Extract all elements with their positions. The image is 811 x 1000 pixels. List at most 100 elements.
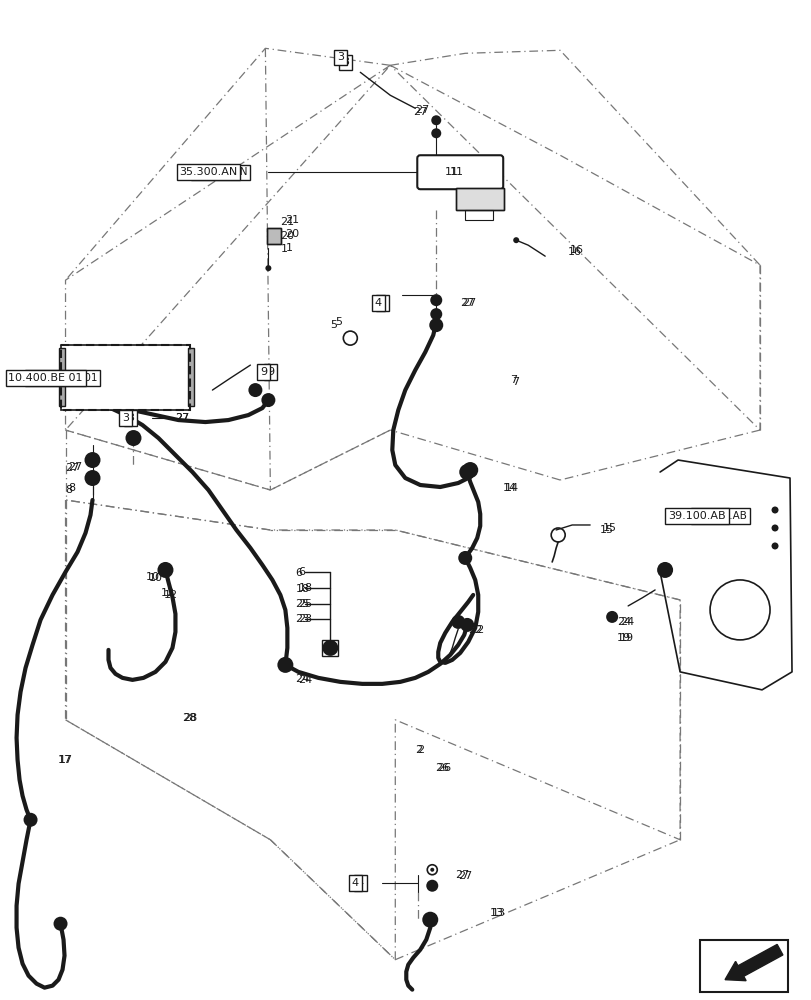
Bar <box>699 940 787 992</box>
Text: 27: 27 <box>457 871 472 881</box>
Circle shape <box>248 383 262 397</box>
Circle shape <box>770 506 778 513</box>
FancyBboxPatch shape <box>417 155 503 189</box>
Text: 16: 16 <box>568 247 581 257</box>
Text: 35.300.AN: 35.300.AN <box>193 167 247 177</box>
Text: 5: 5 <box>335 317 342 327</box>
Text: 35.300.AN: 35.300.AN <box>179 167 238 177</box>
Text: 10.400.BE 01: 10.400.BE 01 <box>28 373 97 383</box>
Circle shape <box>422 912 438 928</box>
Circle shape <box>457 551 472 565</box>
Text: 4: 4 <box>351 878 358 888</box>
Circle shape <box>24 813 37 827</box>
Text: 27: 27 <box>414 105 429 115</box>
Circle shape <box>431 128 440 138</box>
Circle shape <box>656 562 672 578</box>
Text: 12: 12 <box>161 588 174 598</box>
Text: 15: 15 <box>603 523 616 533</box>
Text: 25: 25 <box>295 599 309 609</box>
Text: 8: 8 <box>68 483 75 493</box>
Text: 10.400.BE 01: 10.400.BE 01 <box>8 373 83 383</box>
Text: 16: 16 <box>569 245 583 255</box>
Text: 17: 17 <box>58 755 72 765</box>
Text: 3: 3 <box>337 52 343 62</box>
Text: 27: 27 <box>175 413 190 423</box>
Text: 23: 23 <box>295 614 309 624</box>
Text: 20: 20 <box>285 229 299 239</box>
Text: 2: 2 <box>414 745 422 755</box>
Text: 2: 2 <box>417 745 424 755</box>
Text: 28: 28 <box>182 713 196 723</box>
Bar <box>267 228 281 244</box>
Circle shape <box>322 640 338 656</box>
Text: 24: 24 <box>298 675 312 685</box>
Text: 11: 11 <box>444 167 459 177</box>
Circle shape <box>460 618 474 632</box>
Circle shape <box>261 393 275 407</box>
Circle shape <box>770 524 778 531</box>
Text: 24: 24 <box>616 617 631 627</box>
Text: 4: 4 <box>375 298 381 308</box>
Text: 8: 8 <box>66 485 72 495</box>
Text: 7: 7 <box>509 375 517 385</box>
Text: 27: 27 <box>413 107 427 117</box>
FancyArrow shape <box>724 944 782 981</box>
Circle shape <box>459 464 474 480</box>
Text: 10: 10 <box>145 572 159 582</box>
Text: 17: 17 <box>58 755 71 765</box>
Text: 24: 24 <box>295 674 309 684</box>
Circle shape <box>513 237 518 243</box>
Text: 21: 21 <box>285 215 299 225</box>
Text: 27: 27 <box>68 462 83 472</box>
Text: 26: 26 <box>435 763 448 773</box>
Text: 13: 13 <box>491 908 505 918</box>
Text: 19: 19 <box>616 633 630 643</box>
Text: 10: 10 <box>148 573 162 583</box>
Text: 22: 22 <box>470 625 484 635</box>
Text: 24: 24 <box>620 617 633 627</box>
Text: 9: 9 <box>260 367 267 377</box>
Circle shape <box>770 542 778 549</box>
Text: 25: 25 <box>298 599 312 609</box>
Text: 4: 4 <box>356 878 363 888</box>
Circle shape <box>84 452 101 468</box>
Text: 27: 27 <box>460 298 474 308</box>
Circle shape <box>126 430 141 446</box>
Text: 3: 3 <box>127 413 134 423</box>
Circle shape <box>431 115 440 125</box>
Text: 39.100.AB: 39.100.AB <box>667 511 725 521</box>
Text: 15: 15 <box>599 525 613 535</box>
Circle shape <box>605 611 617 623</box>
Text: 27: 27 <box>461 298 476 308</box>
Text: 5: 5 <box>330 320 337 330</box>
Text: 4: 4 <box>378 298 385 308</box>
Bar <box>61 345 191 410</box>
Text: 14: 14 <box>503 483 517 493</box>
Text: 18: 18 <box>295 584 309 594</box>
Circle shape <box>461 462 478 478</box>
Bar <box>456 188 504 210</box>
Text: 3: 3 <box>341 57 349 67</box>
Bar <box>322 640 338 656</box>
Text: 28: 28 <box>183 713 197 723</box>
Circle shape <box>54 917 67 931</box>
Circle shape <box>157 562 174 578</box>
Text: 11: 11 <box>450 167 464 177</box>
Text: 3: 3 <box>122 413 129 423</box>
Text: 7: 7 <box>512 377 519 387</box>
Text: 20: 20 <box>280 231 294 241</box>
Bar <box>465 210 492 220</box>
Text: 27: 27 <box>66 463 79 473</box>
Text: 1: 1 <box>285 243 292 253</box>
Text: 22: 22 <box>468 625 482 635</box>
Circle shape <box>451 615 465 629</box>
Bar <box>58 348 64 406</box>
Bar <box>188 348 194 406</box>
Text: 23: 23 <box>298 614 312 624</box>
Text: 6: 6 <box>295 568 302 578</box>
Circle shape <box>265 265 271 271</box>
Text: 27: 27 <box>175 413 190 423</box>
Text: 18: 18 <box>298 583 312 593</box>
Text: 19: 19 <box>620 633 633 643</box>
Circle shape <box>426 880 438 892</box>
